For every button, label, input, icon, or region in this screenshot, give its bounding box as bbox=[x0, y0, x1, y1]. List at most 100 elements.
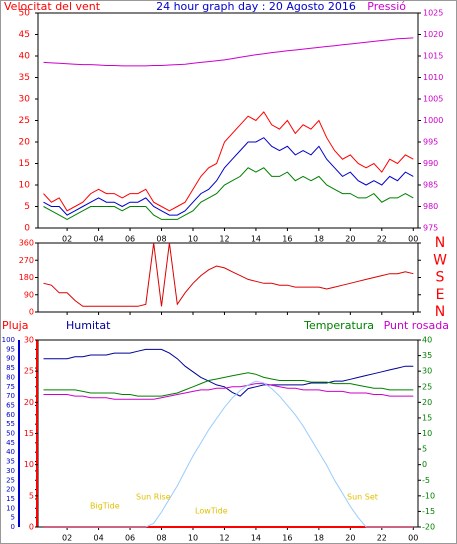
x-tick-label: 14 bbox=[251, 235, 261, 244]
tick-label: 100 bbox=[2, 336, 15, 344]
series-line bbox=[43, 383, 414, 400]
tick-label: 70 bbox=[6, 392, 15, 400]
header-label: 24 hour graph day : 20 Agosto 2016 bbox=[156, 0, 356, 13]
tick-label: 1005 bbox=[423, 95, 443, 104]
tick-label: 10 bbox=[24, 460, 34, 469]
annotation: Sun Rise bbox=[136, 493, 171, 502]
tick-label: 1015 bbox=[423, 52, 443, 61]
x-tick-label: 14 bbox=[251, 534, 261, 543]
legend-label: Humitat bbox=[66, 319, 111, 332]
tick-label: 50 bbox=[6, 430, 15, 438]
tick-label: 25 bbox=[19, 116, 30, 126]
tick-label: 20 bbox=[422, 398, 432, 407]
tick-label: 25 bbox=[6, 476, 15, 484]
x-tick-label: 16 bbox=[282, 534, 292, 543]
tick-label: 85 bbox=[6, 364, 15, 372]
tick-label: 90 bbox=[6, 355, 15, 363]
tick-label: 35 bbox=[422, 351, 432, 360]
tick-label: 80 bbox=[6, 373, 15, 381]
x-tick-label: 06 bbox=[125, 235, 135, 244]
tick-label: 40 bbox=[422, 336, 432, 345]
annotation: LowTide bbox=[195, 507, 228, 516]
tick-label: 75 bbox=[6, 383, 15, 391]
x-tick-label: 12 bbox=[219, 534, 229, 543]
x-tick-label: 22 bbox=[377, 534, 387, 543]
tick-label: 0 bbox=[29, 523, 34, 532]
tick-label: E bbox=[436, 287, 445, 303]
tick-label: 270 bbox=[19, 256, 34, 265]
tick-label: 360 bbox=[19, 239, 34, 248]
tick-label: 10 bbox=[19, 181, 31, 191]
x-tick-label: 08 bbox=[156, 534, 166, 543]
x-tick-label: 16 bbox=[282, 235, 292, 244]
series-line bbox=[43, 37, 414, 67]
tick-label: 980 bbox=[423, 202, 438, 211]
tick-label: 40 bbox=[6, 448, 15, 456]
tick-label: -15 bbox=[422, 507, 435, 516]
tick-label: 975 bbox=[423, 224, 438, 233]
header-label: Velocitat del vent bbox=[4, 0, 101, 13]
series-line bbox=[43, 111, 414, 212]
tick-label: S bbox=[436, 270, 445, 286]
x-tick-label: 20 bbox=[345, 534, 355, 543]
tick-label: 1000 bbox=[423, 116, 443, 125]
x-tick-label: 04 bbox=[93, 235, 103, 244]
tick-label: 10 bbox=[6, 504, 15, 512]
tick-label: 1025 bbox=[423, 9, 443, 18]
legend-label: Temperatura bbox=[303, 319, 374, 332]
legend-label: Pluja bbox=[2, 319, 28, 332]
annotation: Sun Set bbox=[347, 493, 378, 502]
tick-label: 1010 bbox=[423, 73, 443, 82]
series-line bbox=[43, 380, 414, 528]
tick-label: 95 bbox=[6, 345, 15, 353]
tick-label: 0 bbox=[11, 523, 15, 531]
tick-label: 30 bbox=[19, 95, 31, 105]
tick-label: -20 bbox=[422, 523, 435, 532]
x-tick-label: 22 bbox=[377, 235, 387, 244]
tick-label: 5 bbox=[11, 514, 15, 522]
tick-label: N bbox=[435, 235, 445, 251]
x-tick-label: 10 bbox=[188, 534, 198, 543]
x-tick-label: 12 bbox=[219, 235, 229, 244]
x-tick-label: 10 bbox=[188, 235, 198, 244]
tick-label: 10 bbox=[422, 429, 432, 438]
tick-label: 1020 bbox=[423, 30, 443, 39]
legend-label: Punt rosada bbox=[384, 319, 449, 332]
x-tick-label: 18 bbox=[314, 534, 324, 543]
tick-label: 30 bbox=[422, 367, 432, 376]
tick-label: 0 bbox=[29, 308, 34, 317]
tick-label: 180 bbox=[19, 273, 34, 282]
tick-label: 985 bbox=[423, 181, 438, 190]
tick-label: 0 bbox=[24, 224, 30, 234]
tick-label: 50 bbox=[19, 9, 31, 19]
annotation: BigTide bbox=[90, 502, 120, 511]
tick-label: 20 bbox=[6, 486, 15, 494]
series-line bbox=[43, 242, 414, 307]
tick-label: W bbox=[433, 252, 447, 268]
series-line bbox=[43, 137, 414, 216]
tick-label: 995 bbox=[423, 138, 438, 147]
tick-label: N bbox=[435, 304, 445, 320]
x-tick-label: 18 bbox=[314, 235, 324, 244]
tick-label: 35 bbox=[6, 458, 15, 466]
tick-label: 30 bbox=[6, 467, 15, 475]
x-tick-label: 02 bbox=[62, 235, 72, 244]
tick-label: 35 bbox=[19, 73, 30, 83]
tick-label: 990 bbox=[423, 159, 438, 168]
tick-label: 15 bbox=[24, 429, 34, 438]
tick-label: 45 bbox=[6, 439, 15, 447]
series-line bbox=[43, 372, 414, 397]
x-tick-label: 00 bbox=[408, 235, 418, 244]
tick-label: 5 bbox=[24, 202, 30, 212]
tick-label: 15 bbox=[19, 159, 30, 169]
tick-label: 0 bbox=[422, 460, 427, 469]
tick-label: 25 bbox=[422, 382, 432, 391]
series-line bbox=[43, 348, 414, 397]
tick-label: 40 bbox=[19, 52, 31, 62]
x-tick-label: 00 bbox=[408, 534, 418, 543]
tick-label: 25 bbox=[24, 367, 34, 376]
x-tick-label: 20 bbox=[345, 235, 355, 244]
tick-label: 15 bbox=[422, 413, 432, 422]
tick-label: -10 bbox=[422, 491, 435, 500]
